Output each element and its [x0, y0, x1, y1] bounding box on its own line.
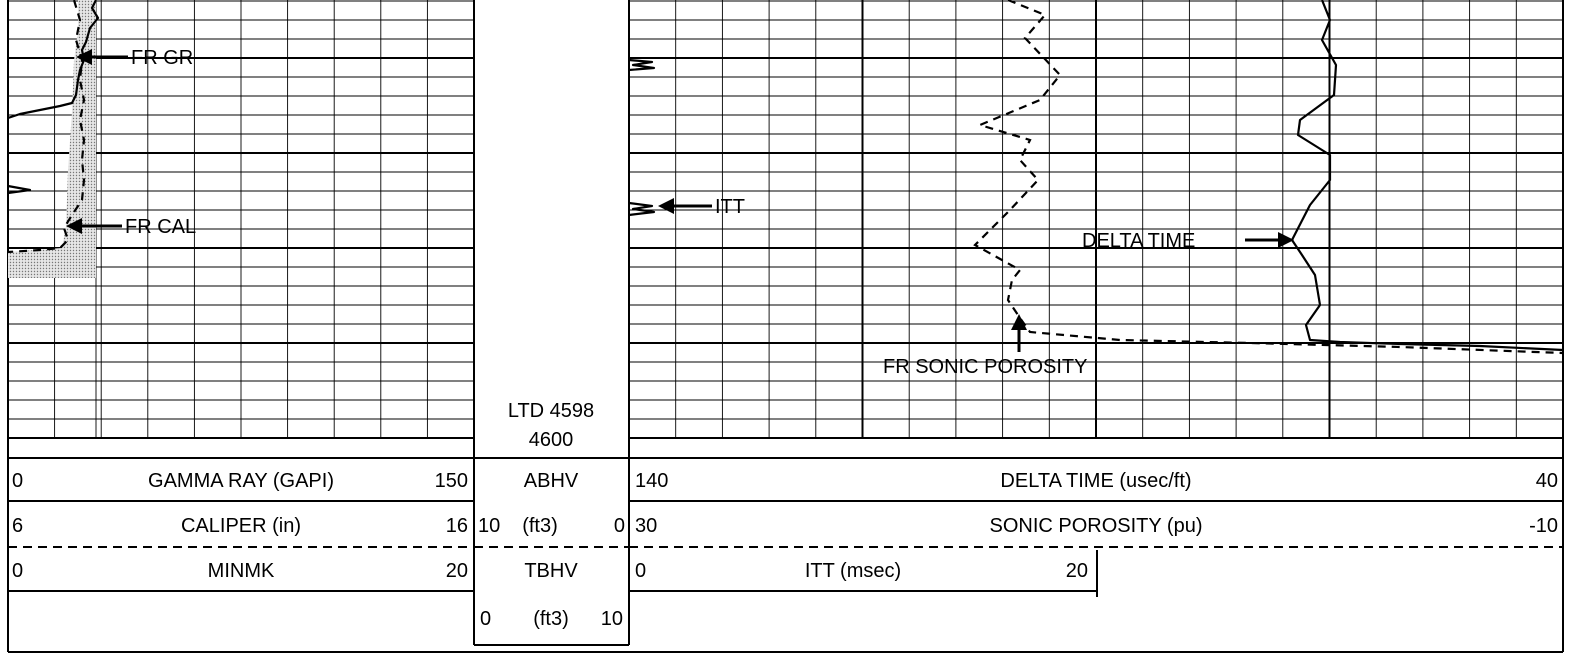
fr-sonic-porosity-arrow [1011, 314, 1027, 352]
caliper-curve [7, 0, 86, 254]
abhv-unit: (ft3) [522, 515, 558, 537]
tbhv-name: TBHV [524, 560, 578, 582]
tbhv-unit: (ft3) [533, 608, 569, 630]
delta-time-curve [1290, 0, 1564, 352]
tbhv-max: 10 [601, 608, 623, 630]
minmk-max: 20 [446, 560, 468, 582]
itt-max: 20 [1066, 560, 1088, 582]
abhv-name: ABHV [524, 470, 579, 492]
itt-arrow [658, 198, 712, 214]
dt-min: 140 [635, 470, 668, 492]
itt-min: 0 [635, 560, 646, 582]
fr-gr-arrow [76, 49, 128, 65]
sp-max: -10 [1529, 515, 1558, 537]
gr-min: 0 [12, 470, 23, 492]
cal-name: CALIPER (in) [181, 515, 301, 537]
fr-cal-label: FR CAL [125, 216, 196, 238]
abhv-min: 10 [478, 515, 500, 537]
delta-time-arrow [1245, 232, 1294, 248]
minmk-name: MINMK [208, 560, 275, 582]
gamma-ray-shading [8, 0, 96, 278]
gamma-ray-spike [7, 184, 32, 195]
right-track-grid [629, 0, 1563, 439]
itt-name: ITT (msec) [805, 560, 901, 582]
fr-cal-arrow [66, 218, 122, 234]
itt-curve-upper [628, 58, 656, 72]
itt-label: ITT [715, 196, 745, 218]
depth-value: 4600 [529, 429, 574, 451]
cal-min: 6 [12, 515, 23, 537]
ltd-label: LTD 4598 [508, 400, 594, 422]
dt-max: 40 [1536, 470, 1558, 492]
log-header: 0 GAMMA RAY (GAPI) 150 6 CALIPER (in) 16… [7, 457, 1564, 653]
gr-name: GAMMA RAY (GAPI) [148, 470, 334, 492]
sp-name: SONIC POROSITY (pu) [989, 515, 1202, 537]
sp-min: 30 [635, 515, 657, 537]
tbhv-min: 0 [480, 608, 491, 630]
sonic-porosity-curve [973, 0, 1564, 355]
abhv-max: 0 [614, 515, 625, 537]
dt-name: DELTA TIME (usec/ft) [1000, 470, 1191, 492]
minmk-min: 0 [12, 560, 23, 582]
cal-max: 16 [446, 515, 468, 537]
itt-curve-lower [628, 201, 656, 217]
delta-time-label: DELTA TIME [1082, 230, 1195, 252]
fr-sonic-porosity-label: FR SONIC POROSITY [883, 356, 1087, 378]
gr-max: 150 [435, 470, 468, 492]
fr-gr-label: FR GR [131, 47, 193, 69]
